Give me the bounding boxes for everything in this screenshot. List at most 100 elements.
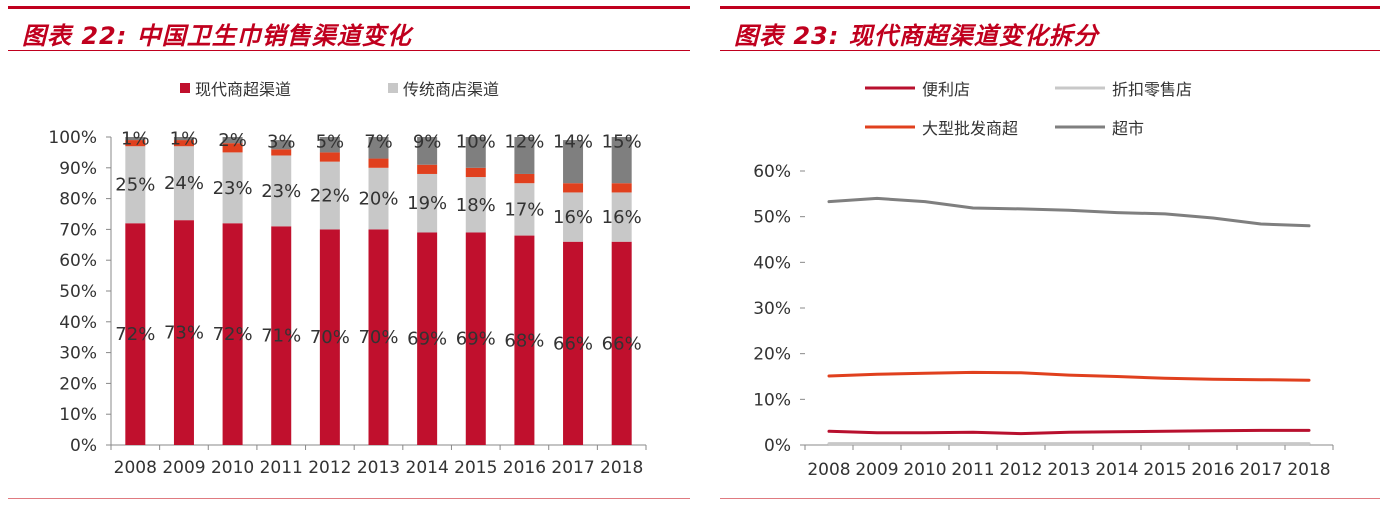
- figure-title: 图表 23: 现代商超渠道变化拆分: [734, 16, 1099, 51]
- legend-label-modern: 现代商超渠道: [195, 80, 291, 99]
- x-tick-label: 2018: [1287, 460, 1330, 480]
- y-tick-label: 80%: [59, 190, 97, 210]
- bar-segment: [125, 140, 146, 147]
- x-tick-label: 2009: [162, 458, 205, 478]
- bar-segment: [222, 143, 243, 153]
- series-line: [827, 428, 1311, 436]
- bar-segment: [368, 167, 389, 230]
- data-label: 66%: [553, 333, 593, 354]
- x-tick-label: 2015: [454, 458, 497, 478]
- legend-label-discount: 折扣零售店: [1112, 80, 1192, 99]
- bottom-rule: [8, 498, 690, 499]
- bar-segment: [368, 137, 389, 159]
- figure-label: 图表 22:: [22, 22, 128, 50]
- figure-label: 图表 23:: [734, 22, 840, 50]
- bar-segment: [465, 232, 486, 445]
- figure-title-text: 中国卫生巾销售渠道变化: [136, 22, 412, 50]
- bar-segment: [514, 183, 535, 236]
- y-tick-label: 60%: [59, 251, 97, 271]
- bar-segment: [465, 167, 486, 178]
- legend-label-hypermarket: 大型批发商超: [922, 119, 1018, 138]
- x-tick-label: 2009: [855, 460, 898, 480]
- bar-segment: [368, 229, 389, 445]
- data-label: 15%: [602, 131, 642, 152]
- x-tick-label: 2011: [260, 458, 303, 478]
- bar-segment: [514, 173, 535, 184]
- bar-segment: [125, 146, 146, 224]
- legend: 现代商超渠道 传统商店渠道: [180, 80, 499, 99]
- data-label: 23%: [261, 181, 301, 202]
- legend-swatch-modern: [180, 83, 190, 93]
- title-underline: [8, 50, 690, 51]
- bar-segment: [222, 152, 243, 224]
- y-tick-label: 10%: [59, 405, 97, 425]
- legend-swatch-traditional: [388, 83, 398, 93]
- data-label: 3%: [267, 131, 296, 152]
- bar-segment: [173, 146, 194, 221]
- bar-segment: [611, 183, 632, 193]
- bar-segment: [514, 137, 535, 174]
- data-label: 7%: [364, 131, 393, 152]
- x-tick-label: 2010: [211, 458, 254, 478]
- legend: 便利店 折扣零售店 大型批发商超 超市: [865, 80, 1192, 138]
- data-label: 12%: [504, 131, 544, 152]
- x-tick-label: 2012: [999, 460, 1042, 480]
- bar-segment: [319, 137, 340, 153]
- bar-segment: [319, 229, 340, 445]
- data-label: 18%: [456, 195, 496, 216]
- series-line: [827, 196, 1311, 228]
- y-tick-label: 0%: [70, 436, 97, 456]
- title-underline: [720, 50, 1380, 51]
- bar-segment: [319, 152, 340, 162]
- bar-segment: [563, 140, 584, 184]
- title-rule: [8, 6, 690, 9]
- x-tick-label: 2013: [1047, 460, 1090, 480]
- data-label: 16%: [602, 207, 642, 228]
- bar-segment: [271, 149, 292, 156]
- bar-segment: [271, 155, 292, 227]
- y-tick-label: 20%: [59, 374, 97, 394]
- bar-segment: [417, 164, 438, 174]
- legend-label-traditional: 传统商店渠道: [403, 80, 499, 99]
- x-tick-label: 2008: [807, 460, 850, 480]
- bar-segment: [173, 137, 194, 141]
- y-tick-label: 50%: [753, 208, 791, 228]
- figure-title-text: 现代商超渠道变化拆分: [848, 22, 1099, 50]
- x-tick-label: 2018: [600, 458, 643, 478]
- y-tick-label: 70%: [59, 220, 97, 240]
- data-label: 1%: [170, 129, 199, 150]
- data-label: 10%: [456, 131, 496, 152]
- bar-segment: [125, 223, 146, 445]
- data-label: 17%: [504, 199, 544, 220]
- data-label: 70%: [310, 327, 350, 348]
- legend-label-supermarket: 超市: [1112, 119, 1144, 138]
- x-tick-label: 2015: [1143, 460, 1186, 480]
- bar-segment: [611, 241, 632, 445]
- bar-segment: [465, 137, 486, 168]
- y-tick-label: 30%: [753, 299, 791, 319]
- data-labels: 72% 25% 1% 73% 24% 1% 72% 23% 2% 71% 23% 3% 70% 22% 5%…: [115, 129, 641, 355]
- data-label: 72%: [213, 324, 253, 345]
- x-tick-label: 2017: [1239, 460, 1282, 480]
- data-label: 70%: [358, 327, 398, 348]
- y-tick-label: 100%: [48, 128, 97, 148]
- bar-segment: [465, 177, 486, 233]
- x-tick-label: 2017: [551, 458, 594, 478]
- data-label: 16%: [553, 207, 593, 228]
- y-tick-label: 20%: [753, 345, 791, 365]
- y-tick-label: 50%: [59, 282, 97, 302]
- data-label: 22%: [310, 186, 350, 207]
- y-tick-label: 60%: [753, 162, 791, 182]
- x-tick-label: 2013: [357, 458, 400, 478]
- y-tick-label: 10%: [753, 390, 791, 410]
- x-tick-label: 2008: [114, 458, 157, 478]
- data-label: 73%: [164, 323, 204, 344]
- stacked-bar-chart: 现代商超渠道 传统商店渠道 0% 10% 20% 30% 40% 50% 60% 70% 80%…: [48, 80, 647, 478]
- bar-segment: [125, 137, 146, 141]
- data-label: 69%: [407, 329, 447, 350]
- axes: 0% 10% 20% 30% 40% 50% 60% 70% 80% 90% 100% 2008 200…: [48, 128, 647, 478]
- bar-segment: [271, 140, 292, 150]
- data-label: 72%: [115, 324, 155, 345]
- data-label: 69%: [456, 329, 496, 350]
- bar-segment: [563, 192, 584, 242]
